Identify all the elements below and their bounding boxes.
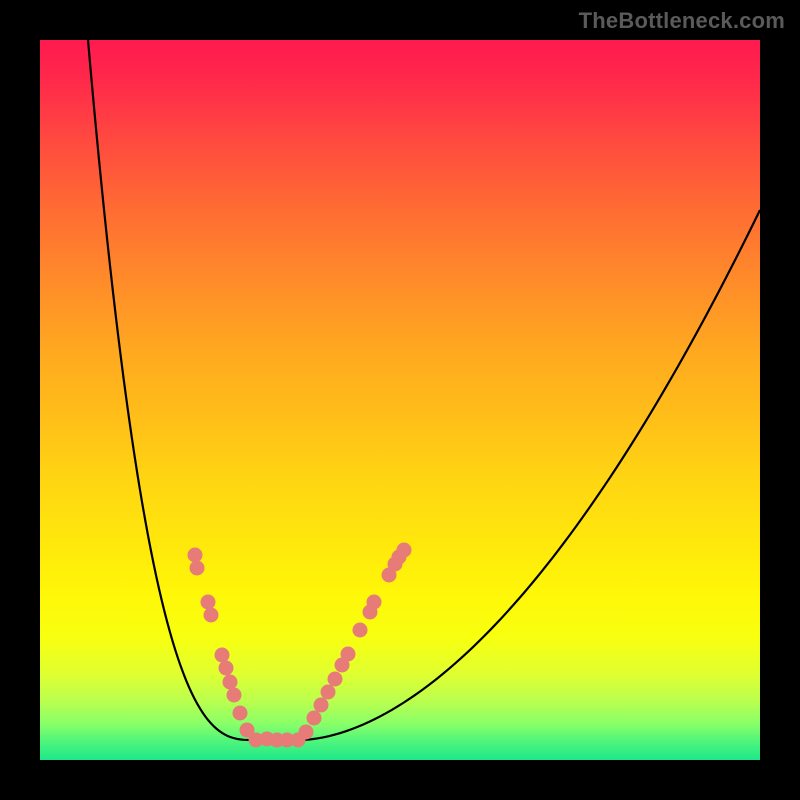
plot-svg: [40, 40, 760, 760]
watermark-label: TheBottleneck.com: [579, 8, 785, 34]
scatter-point: [307, 711, 322, 726]
scatter-point: [233, 706, 248, 721]
scatter-point: [204, 608, 219, 623]
scatter-point: [188, 548, 203, 563]
plot-area: [40, 40, 760, 760]
scatter-point: [201, 595, 216, 610]
scatter-point: [353, 623, 368, 638]
scatter-point: [190, 561, 205, 576]
scatter-point: [219, 661, 234, 676]
scatter-point: [321, 685, 336, 700]
scatter-point: [215, 648, 230, 663]
gradient-background: [40, 40, 760, 760]
scatter-point: [341, 647, 356, 662]
scatter-point: [328, 672, 343, 687]
scatter-point: [223, 675, 238, 690]
scatter-point: [367, 595, 382, 610]
chart-frame: TheBottleneck.com: [0, 0, 800, 800]
scatter-point: [299, 725, 314, 740]
scatter-point: [227, 688, 242, 703]
scatter-point: [397, 543, 412, 558]
scatter-point: [314, 698, 329, 713]
